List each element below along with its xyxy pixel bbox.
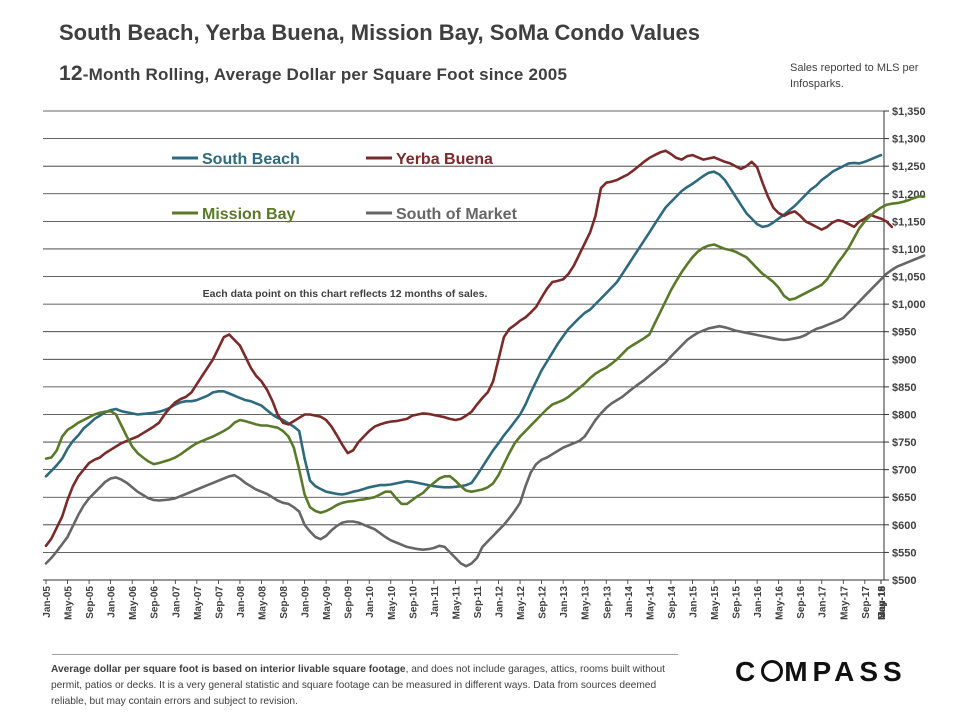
x-tick-label: Sep-12 xyxy=(538,586,549,619)
x-tick-label: Jan-06 xyxy=(107,586,118,618)
y-tick-label: $650 xyxy=(892,492,916,504)
x-tick-label: May-15 xyxy=(710,586,721,620)
x-tick-label: Jan-19 xyxy=(877,586,888,618)
legend-label: South of Market xyxy=(396,206,518,223)
x-tick-label: Jan-12 xyxy=(495,586,506,618)
y-tick-label: $1,050 xyxy=(892,272,926,284)
x-tick-label: May-11 xyxy=(451,586,462,620)
y-tick-label: $1,250 xyxy=(892,161,926,173)
x-tick-label: Sep-11 xyxy=(473,586,484,619)
x-tick-label: Jan-17 xyxy=(818,586,829,618)
x-tick-label: Jan-14 xyxy=(624,586,635,618)
x-tick-label: May-06 xyxy=(128,586,139,620)
compass-logo: C MPASS xyxy=(735,656,907,688)
subtitle-prefix: 12 xyxy=(59,62,83,85)
x-tick-label: Jan-07 xyxy=(171,586,182,618)
x-tick-label: Sep-10 xyxy=(408,586,419,619)
y-tick-label: $1,350 xyxy=(892,106,926,118)
x-tick-label: Jan-18 xyxy=(877,586,888,618)
x-tick-label: Jan-10 xyxy=(365,586,376,618)
chart: $500 $550 $600 $650 $700 $750 $800 $850 $900 $950… xyxy=(42,106,926,655)
y-tick-label: $1,100 xyxy=(892,244,926,256)
footnote-bold: Average dollar per square foot is based … xyxy=(51,664,406,675)
x-tick-label: Jan-08 xyxy=(236,586,247,618)
legend-bg xyxy=(364,199,534,219)
series-lines xyxy=(44,149,926,568)
x-tick-label: Sep-13 xyxy=(602,586,613,619)
x-tick-label: May-05 xyxy=(64,586,75,620)
legend-bg xyxy=(170,199,340,219)
x-tick-label: Jan-15 xyxy=(688,586,699,618)
x-tick-label: Jan-11 xyxy=(430,586,441,618)
y-tick-label: $750 xyxy=(892,437,916,449)
x-tick-label: May-19 xyxy=(877,586,888,620)
y-tick-label: $1,150 xyxy=(892,216,926,228)
brand-after: MPASS xyxy=(784,656,907,687)
series-line-yerba-buena xyxy=(44,149,894,548)
series-line-south-of-market xyxy=(44,254,926,568)
x-tick-label: May-17 xyxy=(839,586,850,620)
y-tick-label: $850 xyxy=(892,382,916,394)
x-tick-label: Sep-09 xyxy=(344,586,355,619)
legend-bg xyxy=(364,144,534,164)
legend-label: Yerba Buena xyxy=(396,151,493,168)
x-tick-label: May-18 xyxy=(877,586,888,620)
x-tick-label: Sep-14 xyxy=(667,586,678,619)
x-tick-label: Sep-18 xyxy=(877,586,888,619)
y-tick-label: $800 xyxy=(892,409,916,421)
x-tick-label: Sep-08 xyxy=(279,586,290,619)
x-tick-label: May-14 xyxy=(645,586,656,620)
x-tick-label: May-07 xyxy=(193,586,204,620)
x-tick-label: May-08 xyxy=(257,586,268,620)
x-tick-label: Jan-16 xyxy=(753,586,764,618)
legend: South Beach Yerba Buena Mission Bay South o… xyxy=(170,144,534,223)
brand-o-ring xyxy=(761,660,784,682)
y-tick-label: $700 xyxy=(892,465,916,477)
legend-bg xyxy=(170,144,340,164)
y-tick-label: $600 xyxy=(892,520,916,532)
x-tick-label: Sep-17 xyxy=(861,586,872,619)
footnote: Average dollar per square foot is based … xyxy=(51,662,691,710)
y-tick-label: $900 xyxy=(892,354,916,366)
subtitle-rest: -Month Rolling, Average Dollar per Squar… xyxy=(82,65,568,84)
x-tick-label: Sep-07 xyxy=(214,586,225,619)
x-tick-label: May-12 xyxy=(516,586,527,620)
x-axis: Jan-05 May-05 Sep-05 Jan-06 May-06 Sep-06 Jan-… xyxy=(42,579,888,620)
y-tick-label: $950 xyxy=(892,327,916,339)
source-note: Sales reported to MLS per Infosparks. xyxy=(790,62,919,90)
gridlines xyxy=(43,110,884,581)
chart-subtitle: 12-Month Rolling, Average Dollar per Squ… xyxy=(59,62,567,86)
brand-before: C xyxy=(735,656,761,687)
x-tick-label: Jan-13 xyxy=(559,586,570,618)
x-tick-label: Sep-16 xyxy=(796,586,807,619)
series-line-south-beach xyxy=(44,153,883,496)
x-tick-label: May-10 xyxy=(387,586,398,620)
x-tick-label: Jan-05 xyxy=(42,586,53,618)
chart-title: South Beach, Yerba Buena, Mission Bay, S… xyxy=(59,20,701,45)
x-tick-label: Sep-05 xyxy=(85,586,96,619)
legend-label: South Beach xyxy=(202,151,300,168)
x-tick-label: May-16 xyxy=(775,586,786,620)
series-line-mission-bay xyxy=(44,195,926,515)
y-tick-label: $1,300 xyxy=(892,134,926,146)
y-tick-label: $500 xyxy=(892,575,916,587)
y-axis: $500 $550 $600 $650 $700 $750 $800 $850 $900 $950… xyxy=(883,106,926,587)
legend-label: Mission Bay xyxy=(202,206,295,223)
footnote-rest: , and does not include garages, attics, … xyxy=(51,664,665,707)
y-tick-label: $1,000 xyxy=(892,299,926,311)
y-tick-label: $550 xyxy=(892,547,916,559)
chart-annotation: Each data point on this chart reflects 1… xyxy=(203,288,488,300)
x-tick-label: May-09 xyxy=(322,586,333,620)
x-tick-label: Jan-09 xyxy=(301,586,312,618)
x-tick-label: Sep-06 xyxy=(150,586,161,619)
x-tick-label: May-13 xyxy=(581,586,592,620)
x-tick-label: Sep-15 xyxy=(732,586,743,619)
